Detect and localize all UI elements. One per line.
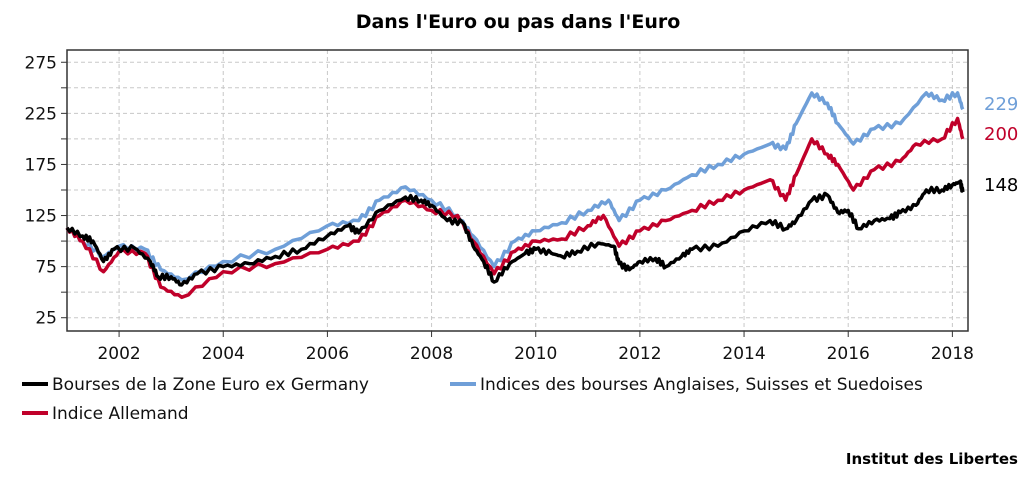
y-tick-label: 25 [35, 309, 57, 329]
legend-label: Bourses de la Zone Euro ex Germany [52, 375, 369, 395]
x-tick-label: 2010 [514, 344, 557, 364]
end-value-label: 229 [984, 94, 1018, 115]
y-tick-label: 225 [25, 104, 57, 124]
end-labels: 148 229 200 [984, 94, 1018, 196]
end-value-label: 148 [984, 175, 1018, 196]
legend: Bourses de la Zone Euro ex Germany Indice… [22, 375, 923, 424]
chart-title: Dans l'Euro ou pas dans l'Euro [356, 11, 681, 33]
end-value-label: 200 [984, 124, 1018, 145]
series-line [65, 179, 965, 287]
y-tick-label: 275 [25, 53, 57, 73]
x-tick-label: 2018 [931, 344, 974, 364]
x-tick-label: 2014 [722, 344, 765, 364]
source-label: Institut des Libertes [846, 450, 1018, 468]
x-tick-label: 2008 [410, 344, 453, 364]
x-tick-label: 2002 [97, 344, 140, 364]
y-tick-label: 175 [25, 155, 57, 175]
axes: 25 75 125 175 225 275 2002 2004 2006 2008 2010 2012… [25, 49, 974, 364]
series-lines [65, 91, 965, 300]
y-tick-label: 75 [35, 258, 57, 278]
plot-frame [66, 49, 969, 332]
x-tick-label: 2012 [618, 344, 661, 364]
grid [67, 50, 968, 331]
x-tick-label: 2006 [306, 344, 349, 364]
y-tick-label: 125 [25, 207, 57, 227]
series-line [65, 91, 965, 282]
x-tick-label: 2016 [827, 344, 870, 364]
legend-label: Indices des bourses Anglaises, Suisses e… [480, 375, 923, 395]
series-line [65, 116, 965, 300]
x-tick-label: 2004 [202, 344, 245, 364]
legend-label: Indice Allemand [52, 404, 189, 424]
